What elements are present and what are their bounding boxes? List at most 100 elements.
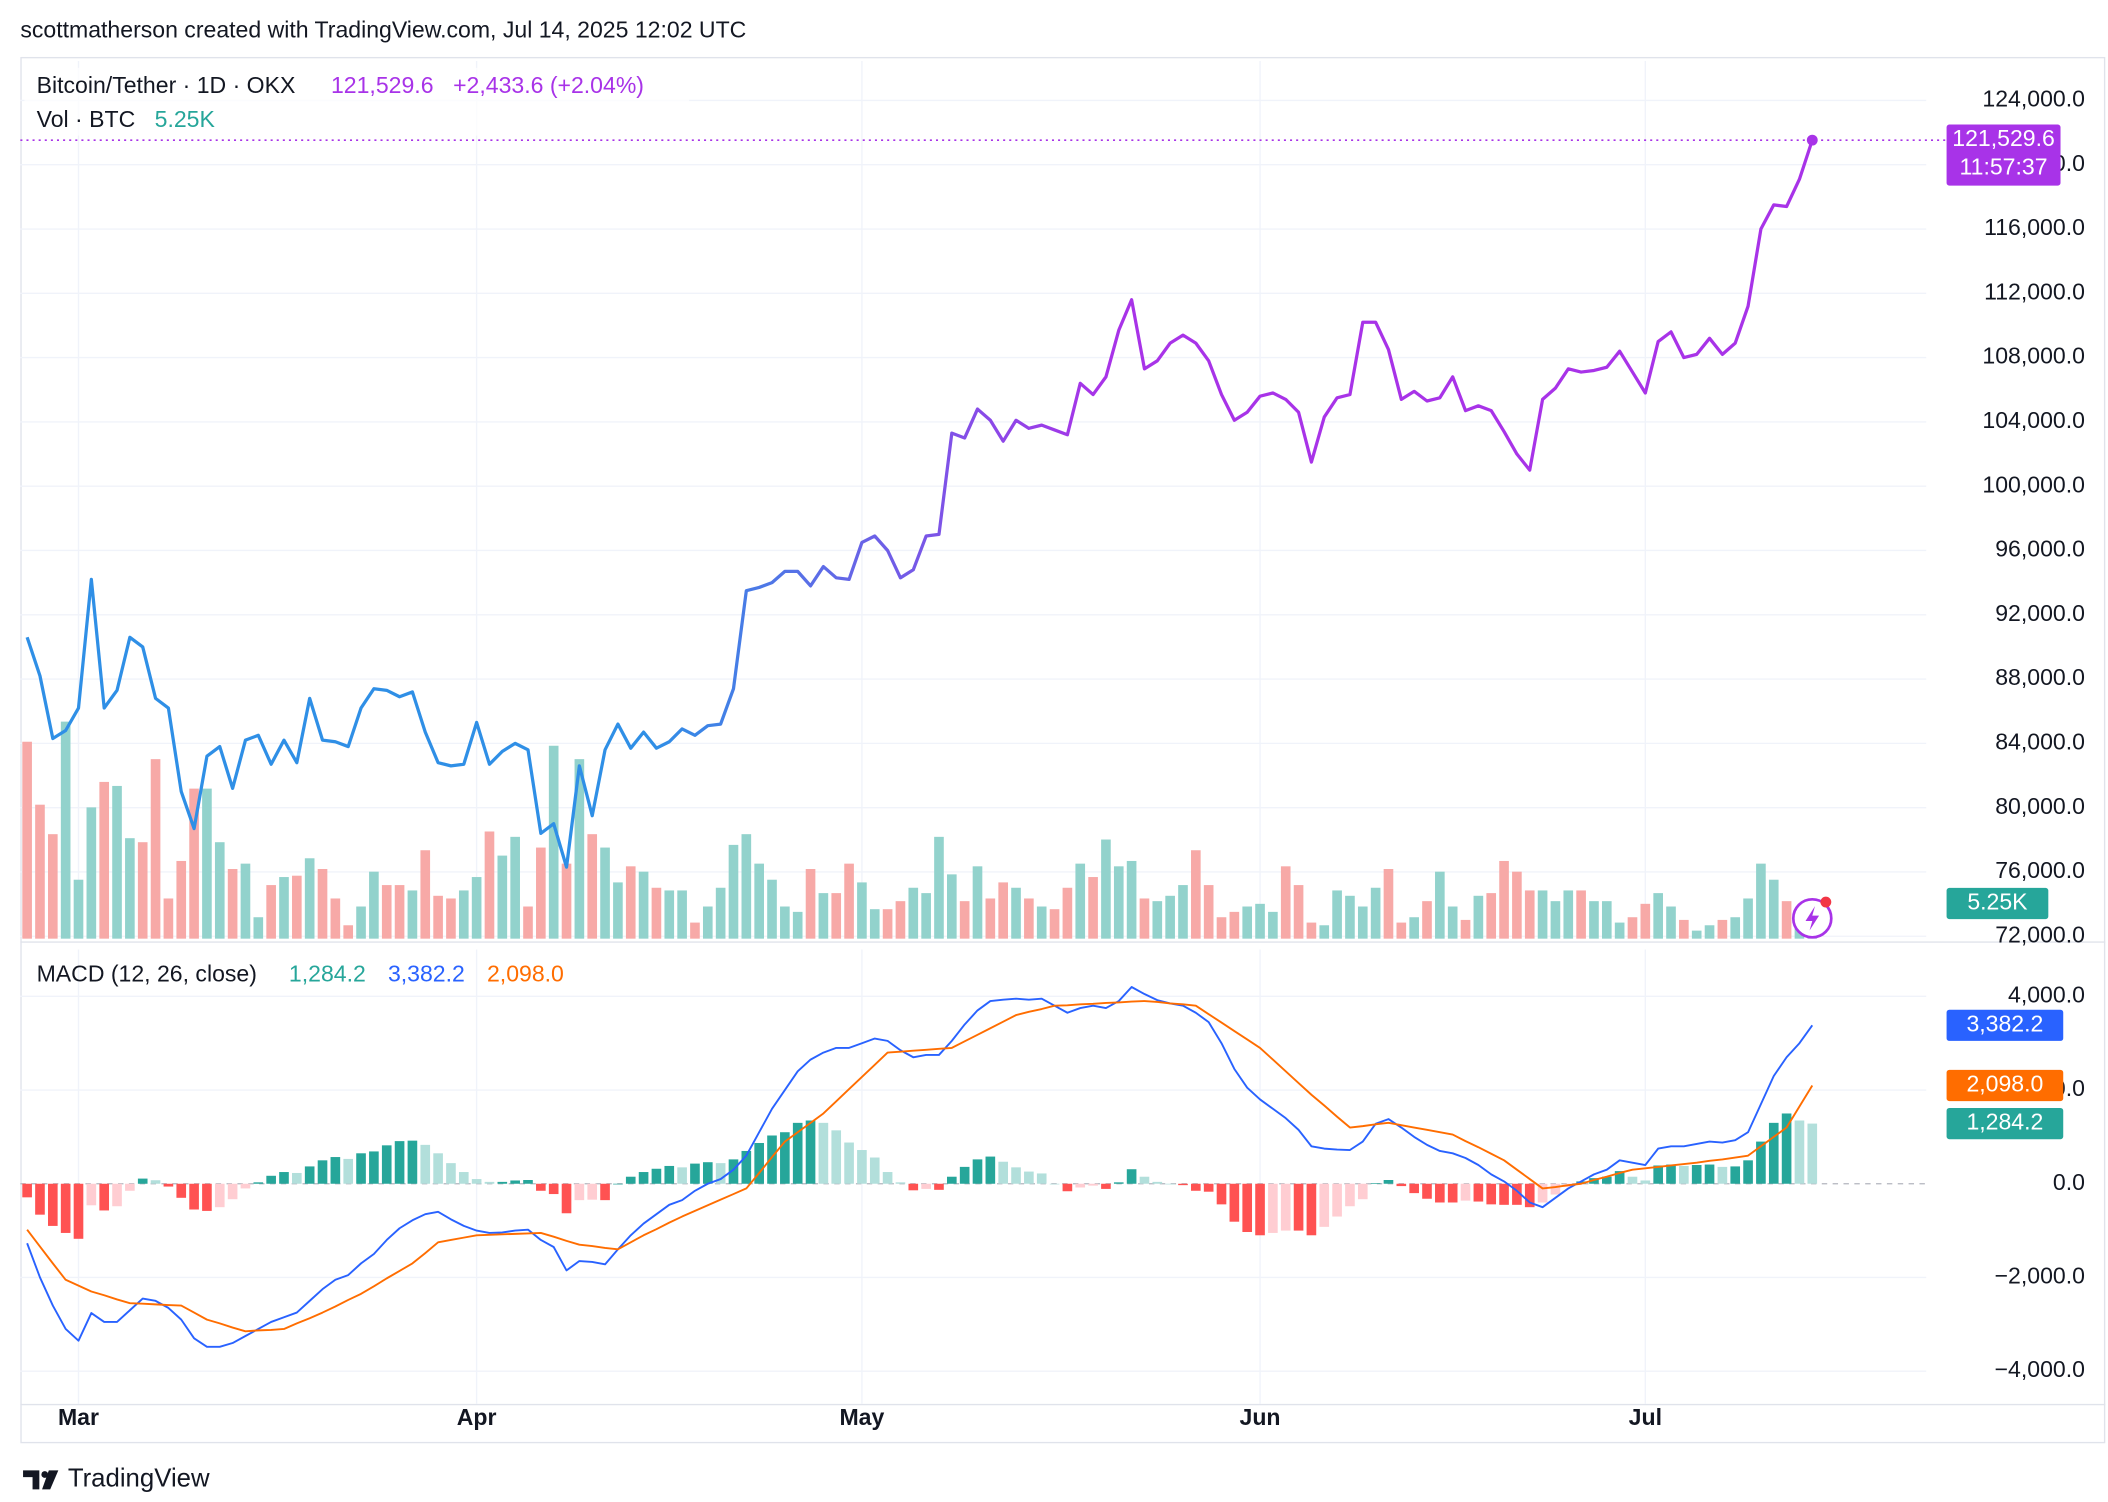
macd-histogram-bar (35, 1183, 45, 1215)
volume-bar (330, 898, 341, 939)
y-tick-label: 80,000.0 (1995, 793, 2085, 819)
volume-bar (1409, 917, 1419, 939)
volume-bar (1293, 885, 1304, 939)
volume-bar (202, 788, 212, 939)
macd-histogram-bar (972, 1159, 983, 1184)
volume-bar (99, 781, 110, 939)
volume-bar (664, 890, 675, 939)
macd-histogram-bar (1717, 1166, 1728, 1184)
volume-bar (1242, 906, 1253, 939)
macd-histogram-bar (728, 1159, 739, 1184)
macd-histogram-bar (1255, 1183, 1265, 1236)
volume-bar (1345, 895, 1355, 939)
volume-bar (882, 909, 893, 939)
volume-bar (1152, 901, 1163, 939)
volume-bar (1332, 890, 1342, 939)
axis-badge (1946, 1069, 2064, 1102)
macd-histogram-bar (908, 1183, 919, 1191)
alert-icon[interactable] (1791, 896, 1833, 939)
volume-bar (959, 901, 970, 939)
macd-histogram-bar (86, 1183, 97, 1206)
volume-bar (1011, 887, 1021, 939)
y-tick-label: 84,000.0 (1995, 728, 2085, 754)
volume-bar (1473, 895, 1484, 939)
macd-histogram-bar (1550, 1183, 1561, 1195)
alert-dot (1820, 896, 1832, 908)
volume-bar (754, 863, 764, 939)
macd-histogram-bar (1345, 1183, 1355, 1207)
macd-histogram-bar (1357, 1183, 1368, 1200)
volume-bar (715, 887, 726, 939)
macd-hist-value: 1,284.2 (289, 960, 366, 986)
macd-histogram-bar (22, 1183, 32, 1198)
volume-bar (1537, 890, 1548, 939)
macd-histogram-bar (381, 1145, 392, 1184)
macd-histogram-bar (240, 1183, 251, 1189)
volume-bar (857, 882, 867, 939)
macd-histogram-bar (1268, 1183, 1278, 1233)
volume-bar (946, 874, 957, 939)
volume-bar (1203, 885, 1214, 939)
macd-histogram-bar (214, 1183, 225, 1208)
volume-bar (625, 866, 636, 939)
volume-bar (125, 838, 135, 939)
signal-value: 2,098.0 (487, 960, 564, 986)
macd-histogram-bar (561, 1183, 572, 1214)
volume-bar (1666, 906, 1676, 939)
macd-histogram-bar (792, 1122, 803, 1184)
macd-histogram-bar (112, 1183, 122, 1207)
volume-bar (728, 844, 739, 939)
volume-bar (47, 834, 58, 939)
y-tick-label: 72,000.0 (1995, 921, 2085, 947)
axis-badge-label: 5.25K (1967, 889, 2028, 915)
y-tick-label: 0.0 (2053, 1169, 2085, 1195)
volume-bar (908, 887, 919, 939)
volume-bar (1743, 898, 1753, 939)
volume-bar (497, 855, 508, 939)
volume-bar (548, 745, 559, 939)
macd-histogram-bar (1191, 1183, 1201, 1191)
macd-histogram-bar (664, 1165, 675, 1184)
macd-histogram-bar (1499, 1183, 1509, 1205)
volume-bar (613, 882, 623, 939)
macd-histogram-bar (946, 1176, 957, 1184)
volume-bar (394, 885, 405, 939)
volume-bar (998, 882, 1009, 939)
volume-bar (1101, 839, 1111, 939)
macd-histogram-bar (869, 1157, 880, 1184)
y-tick-label: 96,000.0 (1995, 536, 2085, 562)
volume-bar (484, 831, 495, 939)
volume-bar (536, 847, 546, 939)
macd-histogram-bar (1537, 1183, 1548, 1203)
volume-bar (471, 877, 482, 939)
volume-bar (1653, 893, 1663, 939)
macd-histogram-bar (1435, 1183, 1445, 1203)
volume-bar (1460, 919, 1471, 939)
volume-bar (1255, 903, 1265, 939)
header: scottmatherson created with TradingView.… (20, 16, 746, 42)
volume-bar (1306, 922, 1317, 939)
macd-histogram-bar (266, 1175, 276, 1184)
volume-bar (35, 804, 45, 939)
macd-histogram-bar (523, 1180, 533, 1184)
macd-histogram-bar (1036, 1173, 1047, 1184)
macd-histogram-bar (1280, 1183, 1291, 1231)
y-tick-label: 92,000.0 (1995, 600, 2085, 626)
macd-histogram-bar (125, 1183, 135, 1191)
volume-bar (279, 877, 289, 939)
last-price-dot (1806, 134, 1818, 146)
volume-bar (1191, 850, 1201, 939)
volume-bar (741, 834, 752, 939)
axis-badge (1946, 887, 2049, 920)
y-tick-label: 100,000.0 (1982, 471, 2085, 497)
labels: Bitcoin/Tether · 1D · OKX 121,529.6 +2,4… (24, 67, 2085, 1430)
volume-bar (1126, 860, 1137, 939)
volume-bar (150, 759, 161, 939)
macd-histogram-bar (1075, 1183, 1086, 1188)
macd-histogram-bar (754, 1142, 764, 1184)
macd-histogram-bar (1152, 1181, 1163, 1184)
volume-bar (60, 721, 71, 939)
macd-histogram-bar (1203, 1183, 1214, 1192)
macd-histogram-bar (831, 1130, 842, 1184)
